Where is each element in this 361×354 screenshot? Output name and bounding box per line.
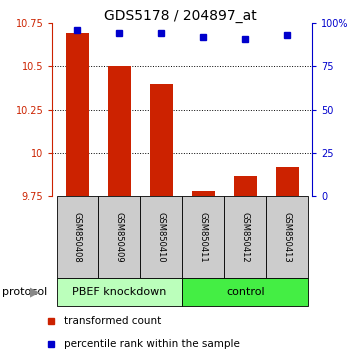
Bar (182, 278, 308, 306)
Text: PBEF knockdown: PBEF knockdown (72, 287, 167, 297)
Bar (192, 191, 215, 196)
Text: GSM850411: GSM850411 (199, 212, 208, 263)
Bar (182, 196, 224, 278)
Bar (224, 196, 266, 278)
Text: GSM850408: GSM850408 (73, 212, 82, 263)
Bar (57, 196, 99, 278)
Text: protocol: protocol (2, 287, 47, 297)
Text: percentile rank within the sample: percentile rank within the sample (64, 339, 240, 349)
Bar (57, 278, 182, 306)
Bar (234, 176, 257, 196)
Bar (266, 196, 308, 278)
Bar (150, 84, 173, 196)
Text: GDS5178 / 204897_at: GDS5178 / 204897_at (104, 9, 257, 23)
Bar (66, 33, 89, 196)
Text: transformed count: transformed count (64, 316, 162, 326)
Text: GSM850412: GSM850412 (241, 212, 250, 263)
Bar (140, 196, 182, 278)
Bar (99, 196, 140, 278)
Text: ▶: ▶ (30, 286, 39, 298)
Text: GSM850413: GSM850413 (283, 212, 292, 263)
Text: GSM850410: GSM850410 (157, 212, 166, 263)
Text: GSM850409: GSM850409 (115, 212, 124, 263)
Bar (275, 167, 299, 196)
Bar (108, 67, 131, 196)
Text: control: control (226, 287, 265, 297)
